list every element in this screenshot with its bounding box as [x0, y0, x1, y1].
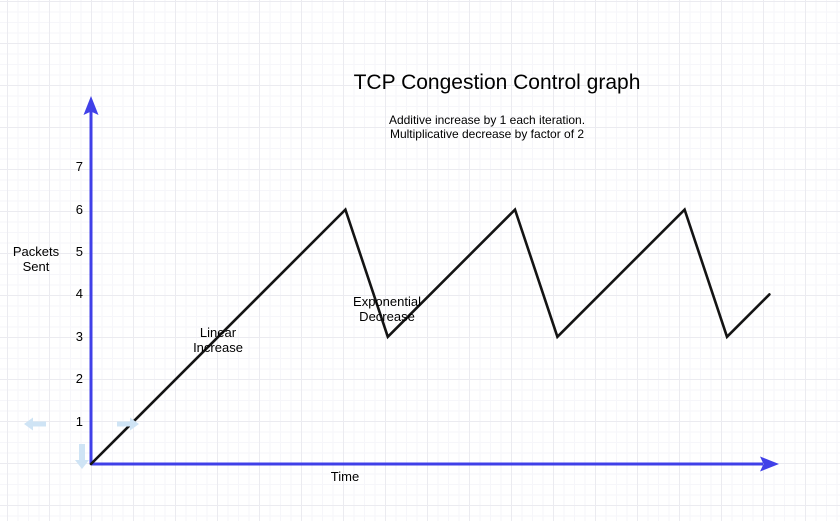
x-axis-label: Time: [330, 469, 360, 484]
y-tick-label-2: 2: [75, 371, 83, 387]
pan-left-arrow-icon[interactable]: [24, 417, 46, 431]
y-tick-label-4: 4: [75, 286, 83, 302]
chart-title: TCP Congestion Control graph: [353, 71, 641, 94]
x-axis: [91, 456, 779, 472]
x-axis-arrowhead-icon: [760, 456, 779, 472]
annotation-exponential-decrease: Exponential Decrease: [353, 294, 421, 324]
annotation-linear-increase: Linear Increase: [193, 325, 243, 355]
y-tick-label-6: 6: [75, 201, 83, 217]
y-axis-arrowhead-icon: [83, 96, 99, 115]
y-tick-label-5: 5: [75, 244, 83, 259]
pan-right-arrow-icon[interactable]: [117, 417, 139, 431]
y-tick-label-3: 3: [75, 328, 83, 344]
pan-down-arrow-icon[interactable]: [75, 444, 89, 469]
y-axis-label: Packets Sent: [12, 244, 60, 274]
y-tick-label-1: 1: [75, 413, 83, 429]
y-tick-label-7: 7: [75, 159, 83, 175]
congestion-curve: [89, 207, 771, 466]
y-axis: [83, 96, 99, 464]
chart-subtitle: Additive increase by 1 each iteration. M…: [388, 113, 586, 141]
